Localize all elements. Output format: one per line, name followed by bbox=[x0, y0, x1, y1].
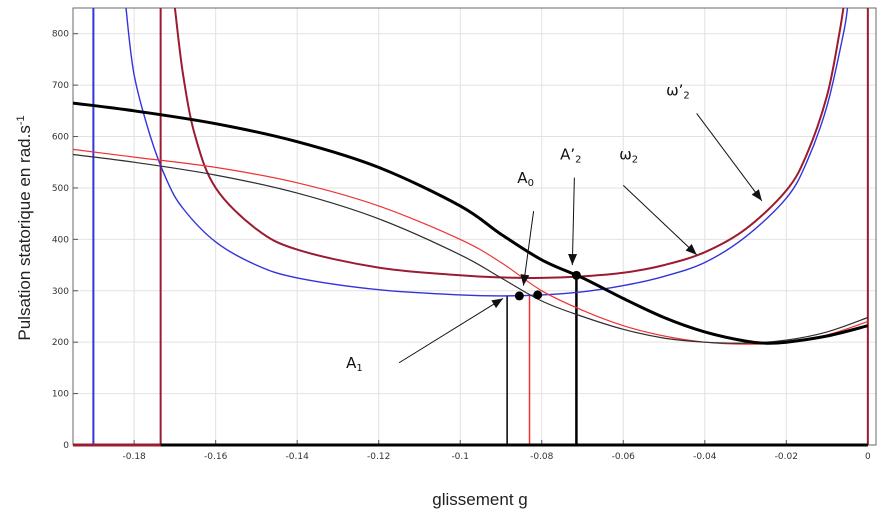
series-line bbox=[73, 101, 869, 345]
x-tick-label: -0.08 bbox=[530, 452, 554, 462]
y-tick-label: 300 bbox=[52, 287, 69, 297]
arrow-shaft bbox=[622, 185, 697, 256]
series-line bbox=[125, 8, 849, 297]
annotation-label: A’2 bbox=[560, 146, 581, 166]
annotation-subscript: 1 bbox=[356, 363, 362, 374]
intersection-point bbox=[514, 291, 524, 301]
arrow-head bbox=[751, 189, 762, 201]
annotation-subscript: 2 bbox=[575, 155, 581, 166]
series-lines bbox=[73, 8, 869, 345]
arrow-shaft bbox=[398, 298, 504, 364]
y-tick-label: 800 bbox=[52, 30, 69, 40]
arrow-head bbox=[491, 298, 504, 309]
y-tick-label: 400 bbox=[52, 235, 69, 245]
x-tick-label: -0.06 bbox=[612, 452, 636, 462]
annotation-main: ω’ bbox=[666, 81, 683, 99]
x-tick-label: 0 bbox=[865, 452, 871, 462]
annotation-label: A1 bbox=[346, 354, 363, 374]
annotation-label: ω2 bbox=[619, 146, 638, 166]
arrow-head bbox=[520, 274, 530, 286]
y-axis-label-main: Pulsation statorique en rad.s bbox=[15, 125, 34, 340]
arrow-head bbox=[568, 253, 578, 266]
y-tick-label: 0 bbox=[63, 441, 69, 451]
arrow-shaft bbox=[522, 211, 535, 286]
annotation-label: A0 bbox=[517, 169, 534, 189]
y-tick-label: 100 bbox=[52, 390, 69, 400]
x-tick-label: -0.14 bbox=[286, 452, 310, 462]
annotation-label: ω’2 bbox=[666, 81, 690, 101]
annotation-main: A’ bbox=[560, 146, 575, 164]
series-line bbox=[173, 8, 845, 279]
y-tick-label: 700 bbox=[52, 81, 69, 91]
annotation-subscript: 0 bbox=[528, 178, 534, 189]
y-axis-label-exponent: -1 bbox=[15, 115, 27, 125]
y-tick-label: 600 bbox=[52, 133, 69, 143]
intersection-point bbox=[533, 290, 543, 300]
x-tick-label: -0.04 bbox=[693, 452, 717, 462]
x-axis-label: glissement g bbox=[432, 490, 527, 509]
annotation-arrows bbox=[398, 113, 763, 364]
vertical-lines bbox=[92, 8, 869, 445]
ticks: -0.18 -0.16 -0.14 -0.12 -0.1 -0.08 -0.06 -0.04 -… bbox=[52, 30, 871, 462]
arrow-shaft bbox=[696, 113, 763, 202]
intersection-points bbox=[514, 270, 581, 301]
annotation-subscript: 2 bbox=[683, 90, 689, 101]
arrow-shaft bbox=[571, 177, 575, 266]
y-axis-label: Pulsation statorique en rad.s-1 bbox=[15, 115, 34, 340]
x-tick-label: -0.18 bbox=[122, 452, 146, 462]
x-tick-label: -0.1 bbox=[451, 452, 469, 462]
annotation-main: A bbox=[346, 354, 357, 372]
y-tick-label: 200 bbox=[52, 338, 69, 348]
annotation-main: A bbox=[517, 169, 528, 187]
x-tick-label: -0.16 bbox=[204, 452, 228, 462]
arrow-head bbox=[685, 243, 697, 255]
intersection-point bbox=[571, 270, 581, 280]
annotation-subscript: 2 bbox=[632, 155, 638, 166]
annotation-main: ω bbox=[619, 146, 632, 164]
x-tick-label: -0.02 bbox=[775, 452, 798, 462]
y-tick-label: 500 bbox=[52, 184, 69, 194]
x-tick-label: -0.12 bbox=[367, 452, 390, 462]
